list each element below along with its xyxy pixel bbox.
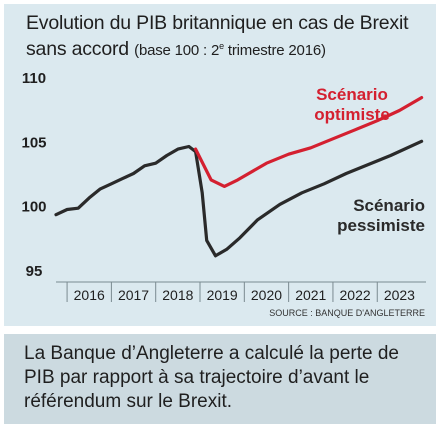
title-base-note-a: (base 100 : 2 [134,42,220,59]
series-label-optimistic-line-1: Scénario [316,85,388,104]
y-tick-label-95: 95 [26,263,43,280]
title-line-1: Evolution du PIB britannique en cas de B… [26,12,409,34]
source-note: SOURCE : BANQUE D'ANGLETERRE [269,308,425,318]
title-line-2-main: sans accord [26,38,135,60]
series-label-optimistic-line-2: optimiste [314,105,390,124]
x-tick-label-2019: 2019 [207,287,238,303]
series-line-optimistic [194,96,424,188]
gdp-chart: 110 105 100 95 2016 2017 2018 2019 2020 2021 2022… [21,70,426,318]
x-axis-labels: 2016 2017 2018 2019 2020 2021 2022 2023 [66,282,415,303]
y-axis-labels: 110 105 100 95 [21,70,46,280]
x-tick-label-2018: 2018 [162,287,193,303]
y-tick-label-105: 105 [21,134,46,151]
chart-title: Evolution du PIB britannique en cas de B… [26,12,426,62]
title-line-2: sans accord (base 100 : 2e trimestre 201… [26,35,426,62]
series-label-pessimistic-line-1: Scénario [353,196,425,215]
x-tick-label-2023: 2023 [384,287,415,303]
caption-text: La Banque d’Angleterre a calculé la pert… [24,343,399,412]
caption-box: La Banque d’Angleterre a calculé la pert… [4,334,436,424]
x-tick-label-2017: 2017 [118,287,149,303]
x-tick-label-2022: 2022 [340,287,371,303]
y-tick-label-100: 100 [21,199,46,216]
title-base-note-sup: e [219,41,224,51]
y-tick-label-110: 110 [22,70,46,87]
title-base-note-b: trimestre 2016) [223,42,326,59]
series-lines [54,96,424,258]
x-tick-label-2021: 2021 [295,287,326,303]
title-base-note: (base 100 : 2e trimestre 2016) [134,41,326,59]
x-tick-label-2020: 2020 [251,287,282,303]
series-label-pessimistic-line-2: pessimiste [337,216,425,235]
x-tick-label-2016: 2016 [74,287,105,303]
